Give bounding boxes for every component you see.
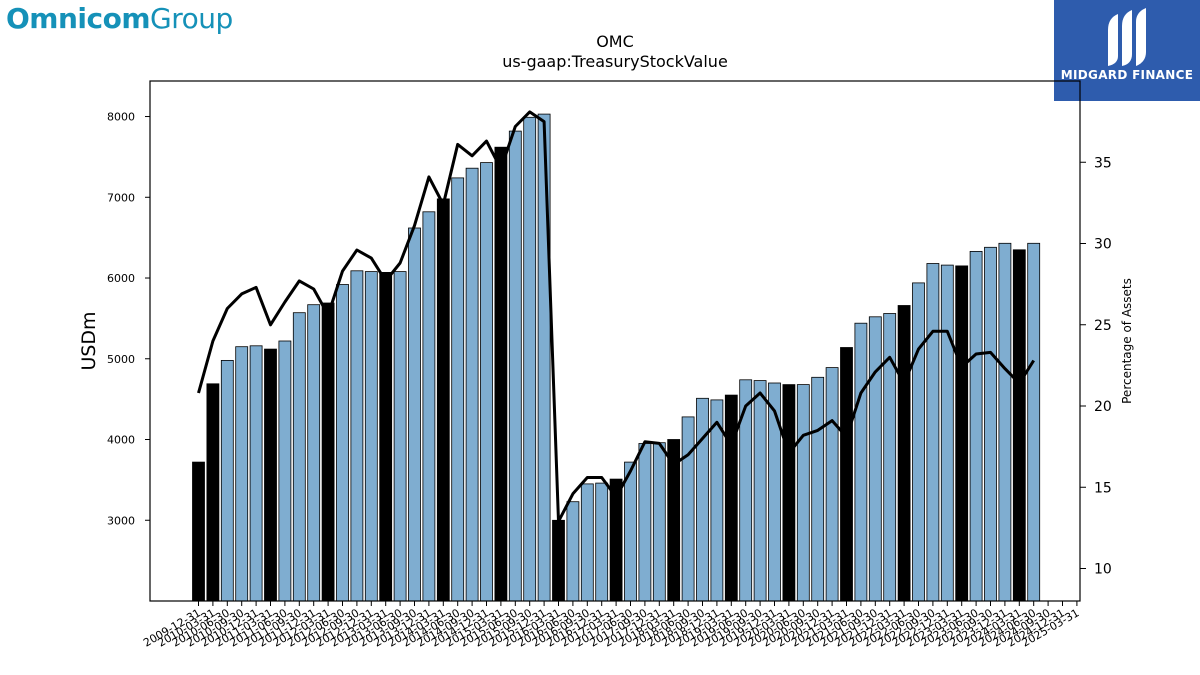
y-axis-label: USDm: [78, 311, 100, 370]
bar: [696, 397, 709, 602]
y2-tick-label: 35: [1094, 155, 1112, 171]
x-axis: 2009-12-312010-03-312010-06-302010-09-30…: [141, 601, 1081, 650]
y2-tick-label: 30: [1094, 237, 1112, 253]
bar-series: [192, 113, 1041, 602]
bar: [897, 305, 911, 602]
bar: [854, 322, 868, 602]
bar: [393, 271, 407, 602]
bar: [408, 227, 421, 602]
bar: [753, 380, 767, 602]
bar: [508, 130, 522, 602]
bar: [638, 443, 652, 602]
y-tick-label: 5000: [107, 353, 135, 366]
bar: [926, 263, 940, 602]
bar: [969, 250, 983, 602]
bar: [984, 246, 997, 602]
bar: [1012, 249, 1026, 602]
bar: [192, 461, 205, 602]
pct-assets-line: [197, 110, 1035, 523]
bar: [940, 264, 954, 602]
bar: [307, 304, 321, 602]
bar: [451, 177, 465, 602]
brand-left-bold: Omnicom: [6, 2, 151, 35]
bar: [768, 382, 781, 602]
plot-frame: [149, 80, 1081, 602]
y2-tick-label: 25: [1094, 318, 1112, 334]
bar: [955, 265, 969, 602]
bar: [566, 501, 580, 602]
bar: [624, 461, 637, 602]
chart-subtitle: us-gaap:TreasuryStockValue: [502, 52, 728, 71]
bar: [379, 271, 393, 602]
bar: [465, 167, 479, 602]
bar: [249, 345, 263, 602]
omnicom-group-logo: OmnicomGroup: [6, 2, 233, 35]
y-tick-label: 3000: [107, 514, 135, 527]
bar: [782, 384, 796, 602]
y-tick-label: 4000: [107, 434, 135, 447]
bar: [840, 347, 853, 602]
y2-axis-label: Percentage of Assets: [1120, 278, 1134, 404]
bar: [206, 383, 220, 602]
y-axis-right: 10 15 20 25 30 35: [1080, 155, 1112, 578]
bar: [595, 482, 609, 602]
bar: [422, 211, 436, 602]
brand-left-light: Group: [150, 2, 233, 35]
midgard-finance-logo: MIDGARD FINANCE: [1054, 0, 1200, 101]
bar: [264, 348, 277, 602]
bar: [220, 359, 234, 602]
bar: [912, 282, 925, 602]
bar: [523, 116, 537, 602]
bar: [724, 394, 738, 602]
chart-title: OMC: [596, 32, 634, 51]
bar: [652, 442, 666, 602]
bar: [811, 376, 825, 602]
bar: [552, 519, 565, 602]
y-tick-label: 7000: [107, 191, 135, 204]
y2-tick-label: 20: [1094, 399, 1112, 415]
bar: [292, 312, 306, 602]
pct-line-series: [197, 110, 1035, 523]
bar: [681, 416, 695, 602]
y-tick-label: 8000: [107, 111, 135, 124]
bar: [336, 284, 349, 602]
bar: [321, 302, 335, 602]
y2-tick-label: 10: [1094, 562, 1112, 578]
bar: [1027, 242, 1041, 602]
bar: [796, 384, 810, 602]
y2-tick-label: 15: [1094, 480, 1112, 496]
bar: [580, 483, 594, 602]
bar: [235, 346, 249, 602]
bar: [350, 270, 364, 602]
bar: [494, 146, 508, 602]
y-tick-label: 6000: [107, 272, 135, 285]
brand-right-name: MIDGARD FINANCE: [1060, 68, 1194, 82]
bar: [825, 367, 839, 602]
y-axis-left: 3000 4000 5000 6000 7000 8000: [107, 111, 150, 527]
bar: [998, 242, 1012, 602]
midgard-logo-icon: [1108, 8, 1146, 66]
bar: [278, 340, 292, 602]
bar: [537, 113, 551, 602]
chart-title-block: OMC us-gaap:TreasuryStockValue: [150, 32, 1080, 72]
bar: [868, 316, 882, 602]
bar: [436, 198, 450, 602]
bar: [480, 162, 493, 602]
bar: [739, 379, 753, 602]
bar: [364, 271, 378, 602]
